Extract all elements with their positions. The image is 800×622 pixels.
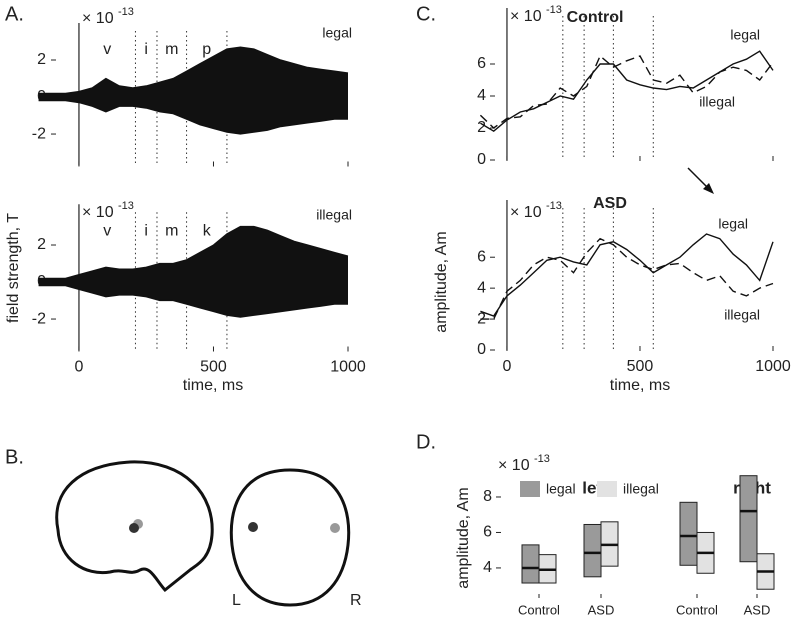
legend-label: legal — [546, 481, 576, 497]
y-axis-label: field strength, T — [5, 213, 22, 323]
y-axis-label: amplitude, Am — [433, 231, 450, 332]
x-tick-label: 500 — [200, 359, 227, 376]
y-tick-label: -2 — [32, 310, 46, 327]
scale-base: × 10 — [82, 204, 114, 221]
y-tick-label: 6 — [477, 55, 486, 72]
y-tick-label: 0 — [477, 341, 486, 358]
series-line — [480, 233, 774, 317]
annotation: legal — [322, 25, 352, 41]
scale-exponent: -13 — [118, 200, 134, 212]
y-tick-label: 6 — [483, 524, 492, 541]
y-tick-label: 2 — [37, 236, 46, 253]
source-dot — [248, 522, 258, 532]
annotation: legal — [718, 216, 748, 232]
x-tick-label: Control — [518, 602, 560, 617]
x-tick-label: ASD — [744, 602, 771, 617]
annotation: legal — [730, 27, 760, 43]
x-tick-label: 0 — [75, 359, 84, 376]
panel-label: A. — [5, 3, 24, 25]
segment-label: m — [165, 41, 178, 58]
segment-label: i — [144, 223, 148, 240]
series-line — [480, 237, 774, 320]
annotation: illegal — [699, 94, 735, 110]
x-tick-label: ASD — [588, 602, 615, 617]
box — [521, 544, 540, 584]
trace — [38, 285, 348, 318]
x-tick-label: 0 — [503, 358, 512, 375]
series-line — [480, 50, 774, 133]
y-tick-label: 6 — [477, 248, 486, 265]
segment-label: v — [103, 223, 111, 240]
panel-label: D. — [416, 431, 436, 453]
trace-envelope — [38, 226, 348, 318]
scale-base: × 10 — [82, 10, 114, 27]
scale-base: × 10 — [510, 8, 542, 25]
y-tick-label: 4 — [477, 87, 486, 104]
box — [583, 523, 602, 578]
head-side — [55, 460, 214, 593]
segment-label: k — [203, 223, 212, 240]
segment-label: m — [165, 223, 178, 240]
trace — [38, 225, 349, 279]
chart-title: ASD — [593, 195, 627, 212]
x-axis-label: time, ms — [183, 377, 243, 394]
x-tick-label: 1000 — [330, 359, 366, 376]
trace — [38, 46, 349, 94]
y-tick-label: -2 — [32, 125, 46, 142]
box — [679, 501, 698, 566]
head-top — [229, 468, 351, 607]
x-tick-label: Control — [676, 602, 718, 617]
chart-title: Control — [567, 9, 624, 26]
segment-label: p — [202, 41, 211, 58]
scale-exponent: -13 — [118, 6, 134, 18]
y-tick-label: 2 — [37, 51, 46, 68]
x-axis-label: time, ms — [610, 377, 670, 394]
annotation: illegal — [316, 207, 352, 223]
y-tick-label: 8 — [483, 488, 492, 505]
series-line — [479, 54, 774, 129]
x-tick-label: 500 — [627, 358, 654, 375]
arrow-head — [703, 183, 714, 194]
y-tick-label: 4 — [477, 279, 486, 296]
legend-swatch — [520, 481, 540, 497]
segment-label: v — [103, 41, 111, 58]
scale-exponent: -13 — [546, 200, 562, 212]
legend-swatch — [597, 481, 617, 497]
trace-envelope — [38, 47, 348, 134]
scale-exponent: -13 — [546, 4, 562, 16]
source-dot — [330, 523, 340, 533]
hemisphere-label: R — [350, 592, 362, 609]
source-dot — [129, 523, 139, 533]
y-tick-label: 2 — [477, 119, 486, 136]
segment-label: i — [144, 41, 148, 58]
scale-base: × 10 — [510, 204, 542, 221]
box — [739, 475, 758, 563]
annotation: illegal — [724, 307, 760, 323]
panel-label: C. — [416, 3, 436, 25]
scale-base: × 10 — [498, 457, 530, 474]
scale-exponent: -13 — [534, 453, 550, 465]
hemisphere-label: L — [232, 592, 241, 609]
panel-label: B. — [5, 446, 24, 468]
y-tick-label: 0 — [477, 151, 486, 168]
y-tick-label: 4 — [483, 559, 492, 576]
trace — [38, 100, 348, 135]
y-axis-label: amplitude, Am — [455, 487, 472, 588]
legend-label: illegal — [623, 481, 659, 497]
x-tick-label: 1000 — [755, 358, 791, 375]
